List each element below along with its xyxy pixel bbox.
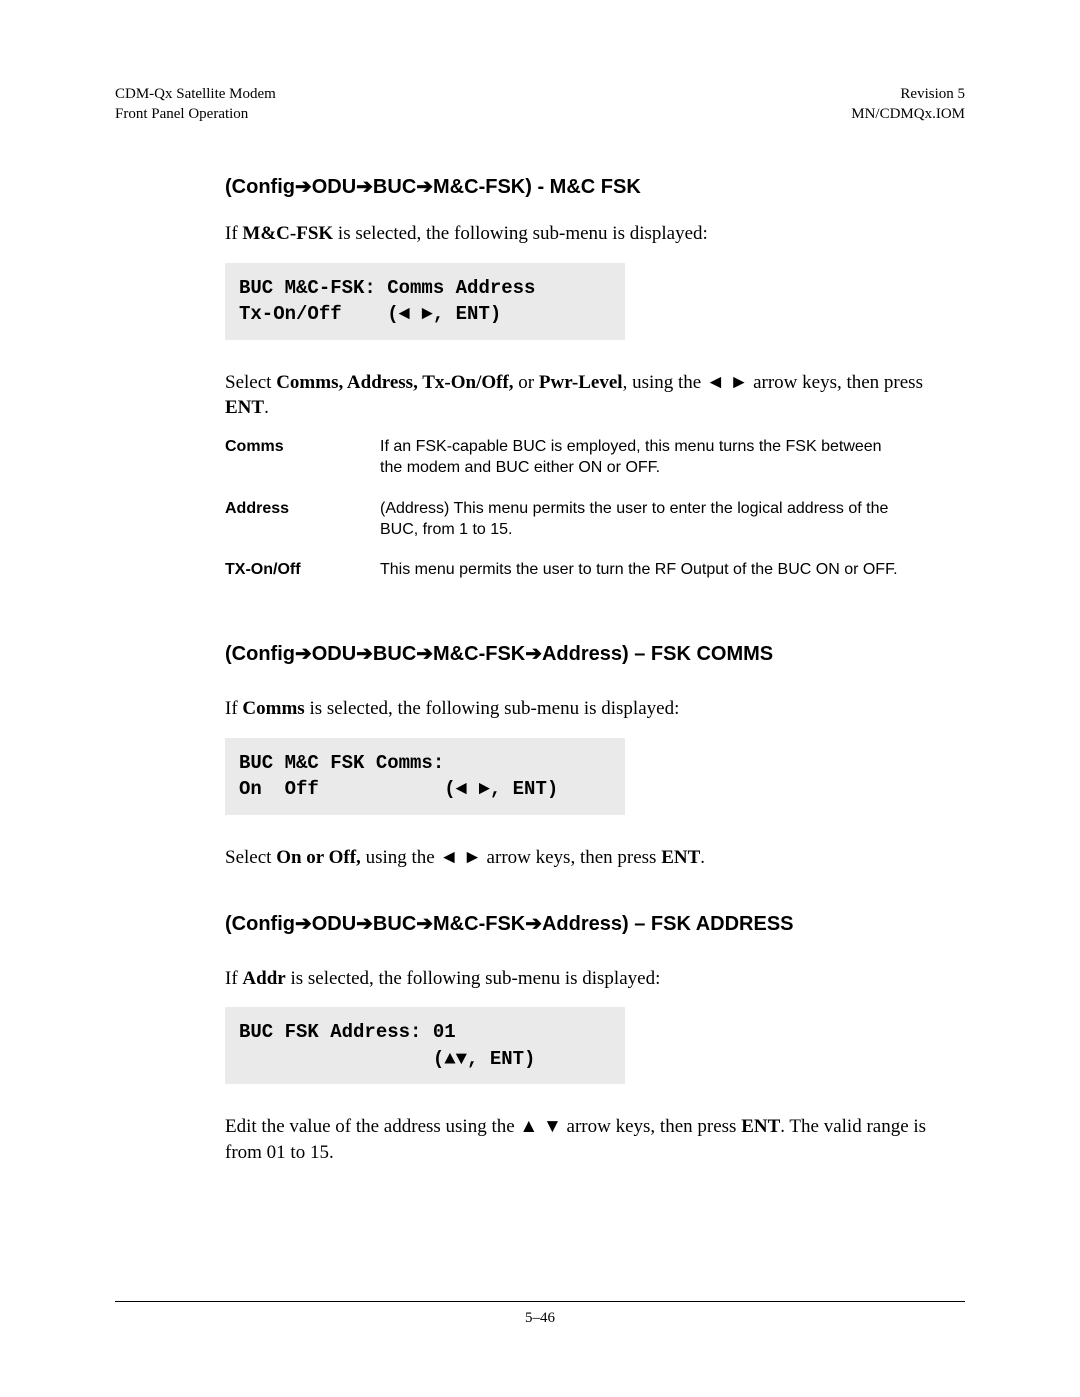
section-heading-fskcomms: (Config➔ODU➔BUC➔M&C-FSK➔Address) – FSK C… (225, 641, 965, 666)
def-desc: If an FSK-capable BUC is employed, this … (380, 437, 965, 479)
intro-paragraph-1: If M&C-FSK is selected, the following su… (225, 221, 965, 247)
lcd-display-1: BUC M&C-FSK: Comms Address Tx-On/Off (◄ … (225, 263, 625, 340)
text: . (700, 847, 705, 868)
select-paragraph-1: Select Comms, Address, Tx-On/Off, or Pwr… (225, 370, 965, 421)
definition-table: Comms If an FSK-capable BUC is employed,… (225, 437, 965, 581)
def-desc: This menu permits the user to turn the R… (380, 560, 965, 581)
text: Edit the value of the address using the … (225, 1116, 741, 1137)
def-term: Comms (225, 437, 380, 479)
bold-text: On or Off, (276, 847, 361, 868)
section-heading-fskaddress: (Config➔ODU➔BUC➔M&C-FSK➔Address) – FSK A… (225, 911, 965, 936)
text: is selected, the following sub-menu is d… (333, 223, 708, 244)
bold-text: M&C-FSK (242, 223, 333, 244)
text: is selected, the following sub-menu is d… (305, 698, 680, 719)
bold-text: Comms (242, 698, 304, 719)
text: is selected, the following sub-menu is d… (286, 968, 661, 989)
intro-paragraph-3: If Addr is selected, the following sub-m… (225, 966, 965, 992)
bold-text: Addr (242, 968, 285, 989)
header-chapter: Front Panel Operation (115, 105, 276, 125)
text: If (225, 968, 242, 989)
intro-paragraph-2: If Comms is selected, the following sub-… (225, 696, 965, 722)
bold-text: ENT (661, 847, 700, 868)
footer-rule (115, 1301, 965, 1302)
lcd-display-2: BUC M&C FSK Comms: On Off (◄ ►, ENT) (225, 738, 625, 815)
text: using the ◄ ► arrow keys, then press (361, 847, 661, 868)
content-area: (Config➔ODU➔BUC➔M&C-FSK) - M&C FSK If M&… (225, 174, 965, 1166)
def-term: Address (225, 499, 380, 541)
text: Select (225, 847, 276, 868)
text: If (225, 698, 242, 719)
text: If (225, 223, 242, 244)
text: , using the ◄ ► arrow keys, then press (623, 372, 923, 393)
page-number: 5–46 (0, 1310, 1080, 1327)
def-term: TX-On/Off (225, 560, 380, 581)
header-revision: Revision 5 (851, 85, 965, 105)
section-heading-mcfsk: (Config➔ODU➔BUC➔M&C-FSK) - M&C FSK (225, 174, 965, 199)
select-paragraph-2: Select On or Off, using the ◄ ► arrow ke… (225, 845, 965, 871)
bold-text: ENT (225, 397, 264, 418)
header-docid: MN/CDMQx.IOM (851, 105, 965, 125)
header-product: CDM-Qx Satellite Modem (115, 85, 276, 105)
text: Select (225, 372, 276, 393)
header-right: Revision 5 MN/CDMQx.IOM (851, 85, 965, 124)
text: or (514, 372, 539, 393)
bold-text: ENT (741, 1116, 780, 1137)
def-desc: (Address) This menu permits the user to … (380, 499, 965, 541)
header-left: CDM-Qx Satellite Modem Front Panel Opera… (115, 85, 276, 124)
edit-paragraph: Edit the value of the address using the … (225, 1114, 965, 1165)
bold-text: Pwr-Level (539, 372, 623, 393)
text: . (264, 397, 269, 418)
page: CDM-Qx Satellite Modem Front Panel Opera… (0, 0, 1080, 1397)
bold-text: Comms, Address, Tx-On/Off, (276, 372, 513, 393)
lcd-display-3: BUC FSK Address: 01 (▲▼, ENT) (225, 1007, 625, 1084)
page-header: CDM-Qx Satellite Modem Front Panel Opera… (115, 85, 965, 124)
